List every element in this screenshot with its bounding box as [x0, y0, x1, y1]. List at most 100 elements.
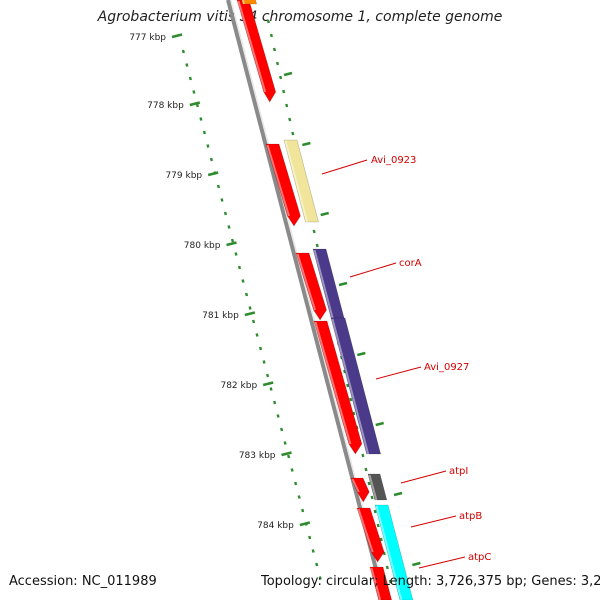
gene-labels: Avi_0923 corA Avi_0927 atpI atpB atpC: [321, 155, 491, 569]
gene-label-Avi_0927: Avi_0927: [424, 362, 469, 373]
cds-arrow: [350, 477, 370, 503]
gc-dot-left: [248, 306, 252, 310]
backbone-track: [226, 0, 388, 600]
gc-dot-left: [269, 387, 273, 391]
gc-dot-left: [244, 292, 249, 297]
cds-arrow-shine: [266, 144, 290, 217]
orange-gene-bar-shine: [241, 0, 246, 5]
gc-dot-left: [181, 49, 185, 54]
cds-arrow: [295, 252, 327, 321]
ruler-tick-label: 779 kbp: [165, 171, 202, 181]
gc-dot-right: [370, 495, 374, 500]
ruler-tick-label: 781 kbp: [202, 311, 239, 321]
ruler-tick-label: 778 kbp: [147, 101, 184, 111]
gc-dot-left: [294, 481, 298, 486]
gc-dot-left: [280, 427, 284, 432]
ruler-tick: [299, 521, 311, 527]
gc-dot-left: [287, 454, 291, 459]
gc-dot-left: [206, 144, 210, 148]
gc-dot-right: [279, 75, 283, 80]
cds-arrow: [236, 0, 277, 103]
genome-stats-text: Topology: circular; Length: 3,726,375 bp…: [261, 574, 600, 589]
gc-dot-left: [283, 441, 287, 445]
gc-dot-left: [276, 414, 280, 418]
gc-dot-left: [241, 279, 245, 283]
gc-dot-right: [364, 467, 368, 472]
gc-dot-right: [343, 369, 347, 374]
gene-label-atpC: atpC: [468, 552, 491, 563]
gene-leader-line: [349, 262, 397, 278]
gc-dot-right: [382, 551, 386, 556]
ruler-tick-label: 784 kbp: [257, 521, 294, 531]
backbone-line: [226, 0, 386, 600]
gc-dot-left: [230, 238, 235, 243]
gc-dot-left: [234, 252, 238, 256]
cds-arrow: [369, 566, 392, 600]
gc-dot-left: [318, 576, 322, 580]
ruler-tick: [207, 171, 219, 177]
gc-dot-right: [352, 411, 356, 416]
gene-label-atpB: atpB: [459, 511, 482, 522]
ruler-tick: [189, 101, 201, 107]
atpI-gene-bar: [367, 473, 388, 501]
cds-arrow: [313, 320, 363, 455]
cds-arrow-shine: [351, 478, 360, 493]
accession-text: Accession: NC_011989: [9, 574, 157, 589]
gc-dot-left: [290, 468, 294, 472]
cds-arrow-shine: [357, 508, 374, 553]
gene-leader-line: [418, 556, 466, 569]
atpB-gene-bar-shine: [375, 505, 403, 600]
gc-dot-left: [266, 373, 270, 378]
ruler-tick: [171, 33, 183, 39]
cds-arrow-shine: [370, 567, 382, 600]
gc-dot-right: [376, 523, 380, 528]
gene-label-corA: corA: [399, 258, 422, 269]
gc-dot-right: [291, 131, 295, 136]
gene-label-atpI: atpI: [449, 466, 468, 477]
ruler-minor-tick: [375, 421, 385, 427]
gc-dot-left: [255, 333, 259, 337]
cds-arrow: [265, 143, 301, 227]
gc-dot-left: [220, 198, 224, 202]
ruler-minor-tick: [320, 211, 329, 217]
gc-dot-left: [315, 562, 319, 567]
ruler-tick-label: 782 kbp: [220, 381, 257, 391]
gc-dot-left: [301, 508, 305, 513]
map-title: Agrobacterium vitis S4 chromosome 1, com…: [97, 9, 503, 25]
pale-gene-bar: [283, 139, 319, 223]
gc-dot-right: [269, 33, 273, 38]
cds-arrow: [356, 507, 385, 563]
gc-dot-right: [285, 103, 289, 108]
ruler-minor-tick: [357, 351, 366, 357]
gc-dot-right: [373, 509, 377, 514]
gene-track: [236, 0, 414, 600]
gc-dot-right: [349, 397, 353, 402]
ruler-tick: [244, 311, 256, 317]
ruler-minor-tick: [412, 561, 421, 567]
gc-dot-left: [273, 400, 277, 405]
cds-arrow-shine: [296, 253, 317, 311]
gc-dot-left: [251, 319, 256, 324]
gc-dot-left: [297, 495, 301, 499]
gc-dot-left: [188, 76, 192, 81]
gc-dot-right: [388, 579, 392, 584]
atpI-gene-bar-shine: [368, 474, 378, 501]
gc-dot-left: [185, 63, 189, 67]
cds-arrow-shine: [237, 0, 267, 93]
gc-dot-left: [311, 549, 315, 553]
corA-gene-bar-shine: [313, 249, 334, 319]
kbp-ruler: 777 kbp 778 kbp 779 kbp 780 kbp 781 kbp 782 k…: [129, 33, 421, 567]
ruler-minor-tick: [302, 141, 311, 147]
ruler-minor-tick: [393, 491, 403, 497]
gc-dot-right: [266, 19, 270, 24]
ruler-tick: [226, 241, 237, 247]
gc-dot-right: [288, 117, 292, 122]
gc-dot-left: [262, 360, 266, 364]
gc-dot-left: [209, 157, 214, 162]
gc-dot-right: [379, 537, 383, 542]
ruler-tick-label: 780 kbp: [184, 241, 221, 251]
Avi_0927-gene-bar: [330, 317, 382, 455]
pale-gene-bar-shine: [284, 140, 308, 223]
